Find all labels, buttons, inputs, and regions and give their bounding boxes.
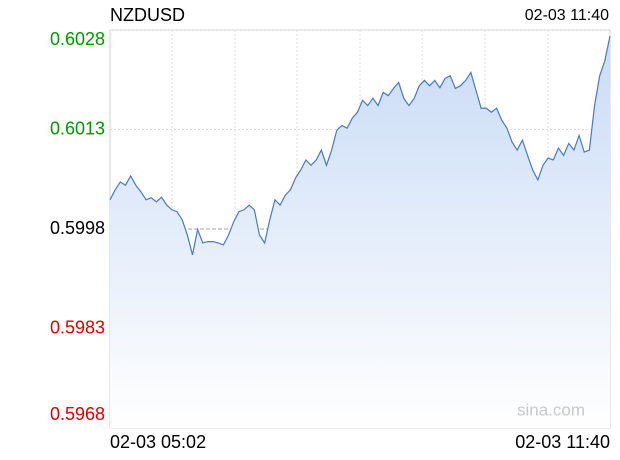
timestamp: 02-03 11:40 [525,7,609,24]
y-tick-label: 0.5998 [50,218,105,238]
area [110,35,610,428]
x-tick-label: 02-03 11:40 [515,432,610,452]
y-tick-label: 0.5968 [50,404,105,424]
y-tick-label: 0.6028 [50,29,105,49]
line [109,35,611,256]
y-tick-label: 0.5983 [50,317,105,337]
chart-title: NZDUSD [110,5,185,25]
watermark: sina.com [517,400,585,419]
x-tick-label: 02-03 05:02 [110,432,206,452]
y-tick-label: 0.6013 [50,118,105,138]
